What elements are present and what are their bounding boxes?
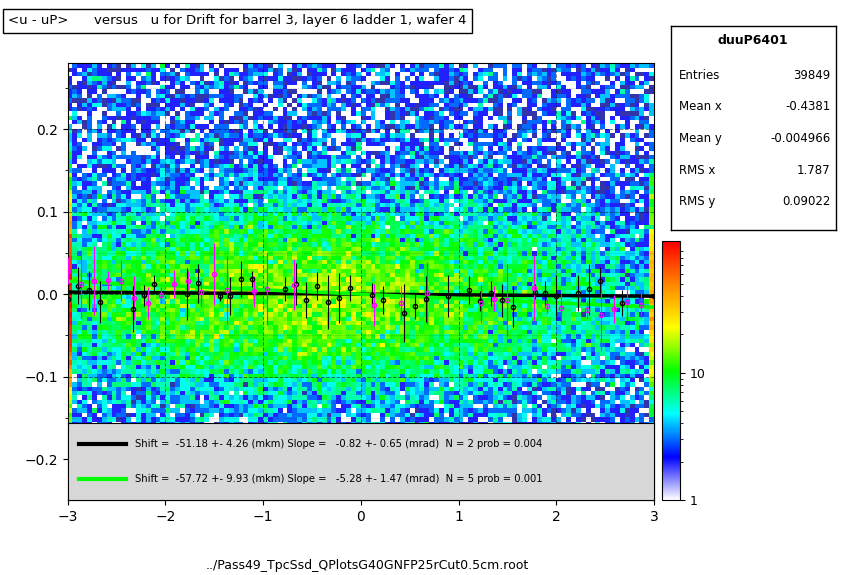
Text: 1.787: 1.787 — [797, 164, 830, 177]
Text: RMS x: RMS x — [679, 164, 716, 177]
Text: 0.09022: 0.09022 — [782, 196, 830, 208]
Text: Mean y: Mean y — [679, 132, 722, 145]
Text: Shift =  -57.72 +- 9.93 (mkm) Slope =   -5.28 +- 1.47 (mrad)  N = 5 prob = 0.001: Shift = -57.72 +- 9.93 (mkm) Slope = -5.… — [135, 474, 543, 484]
Text: ../Pass49_TpcSsd_QPlotsG40GNFP25rCut0.5cm.root: ../Pass49_TpcSsd_QPlotsG40GNFP25rCut0.5c… — [206, 559, 528, 572]
Text: Mean x: Mean x — [679, 101, 722, 113]
Text: -0.4381: -0.4381 — [786, 101, 830, 113]
Text: Entries: Entries — [679, 69, 721, 82]
Text: 39849: 39849 — [793, 69, 830, 82]
Text: <u - uP>      versus   u for Drift for barrel 3, layer 6 ladder 1, wafer 4: <u - uP> versus u for Drift for barrel 3… — [8, 14, 467, 28]
Text: -0.004966: -0.004966 — [771, 132, 830, 145]
Text: RMS y: RMS y — [679, 196, 716, 208]
Text: Shift =  -51.18 +- 4.26 (mkm) Slope =   -0.82 +- 0.65 (mrad)  N = 2 prob = 0.004: Shift = -51.18 +- 4.26 (mkm) Slope = -0.… — [135, 439, 542, 449]
Text: duuP6401: duuP6401 — [718, 34, 788, 47]
